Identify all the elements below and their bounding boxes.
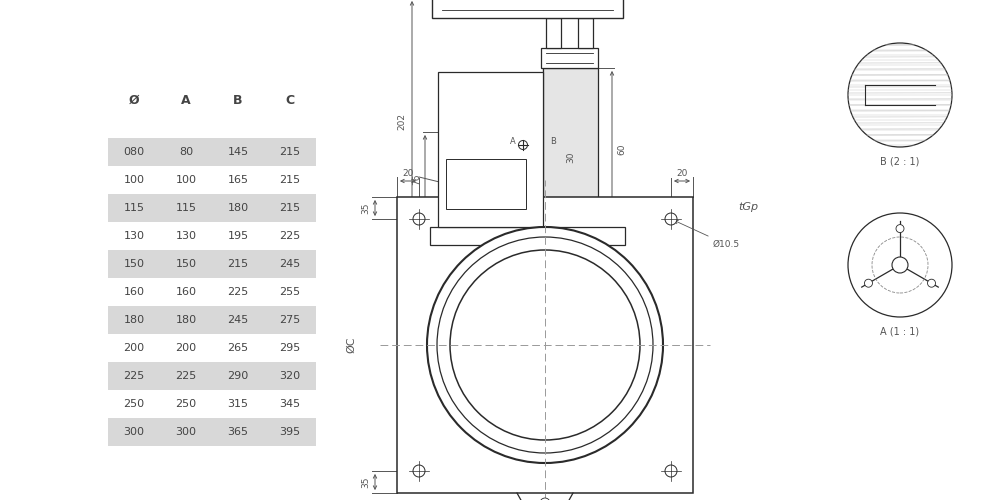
Text: 215: 215 <box>279 147 301 157</box>
Text: 300: 300 <box>124 427 144 437</box>
Circle shape <box>540 498 550 500</box>
Text: 225: 225 <box>227 287 249 297</box>
Bar <box>108 278 316 306</box>
Text: 215: 215 <box>227 259 249 269</box>
Text: 275: 275 <box>279 315 301 325</box>
Text: 320: 320 <box>279 371 301 381</box>
Circle shape <box>413 213 425 225</box>
Text: 315: 315 <box>228 399 248 409</box>
Text: 35: 35 <box>362 202 370 214</box>
Text: A: A <box>510 138 516 146</box>
Text: 20: 20 <box>676 168 688 177</box>
Text: 265: 265 <box>227 343 249 353</box>
Text: 35: 35 <box>362 476 370 488</box>
Bar <box>108 166 316 194</box>
Text: B (2 : 1): B (2 : 1) <box>880 156 920 166</box>
Text: 200: 200 <box>123 343 145 353</box>
Bar <box>108 334 316 362</box>
Text: C: C <box>285 94 295 106</box>
Circle shape <box>864 279 872 287</box>
Text: 160: 160 <box>176 287 196 297</box>
Text: 180: 180 <box>227 203 249 213</box>
Text: A: A <box>181 94 191 106</box>
Circle shape <box>518 140 528 149</box>
Text: 160: 160 <box>124 287 144 297</box>
Text: 080: 080 <box>123 147 145 157</box>
Circle shape <box>437 237 653 453</box>
Text: 300: 300 <box>176 427 196 437</box>
Text: 76: 76 <box>413 174 422 185</box>
Text: 115: 115 <box>176 203 196 213</box>
Text: 365: 365 <box>228 427 248 437</box>
Text: 245: 245 <box>279 259 301 269</box>
Circle shape <box>848 213 952 317</box>
Bar <box>108 418 316 446</box>
Circle shape <box>896 224 904 232</box>
Text: 130: 130 <box>124 231 144 241</box>
Text: Ø: Ø <box>129 94 139 106</box>
Text: 195: 195 <box>227 231 249 241</box>
Bar <box>108 306 316 334</box>
Bar <box>108 138 316 166</box>
Text: 250: 250 <box>123 399 145 409</box>
Bar <box>546 18 561 48</box>
Text: 60: 60 <box>618 144 626 155</box>
Text: 395: 395 <box>279 427 301 437</box>
Circle shape <box>848 43 952 147</box>
Text: 215: 215 <box>279 175 301 185</box>
Circle shape <box>665 213 677 225</box>
Bar <box>108 362 316 390</box>
Text: 150: 150 <box>176 259 196 269</box>
Text: 202: 202 <box>398 113 406 130</box>
Text: 130: 130 <box>176 231 196 241</box>
Text: 225: 225 <box>279 231 301 241</box>
Bar <box>108 250 316 278</box>
Bar <box>108 194 316 222</box>
Text: 180: 180 <box>123 315 145 325</box>
Text: 345: 345 <box>279 399 301 409</box>
Text: 145: 145 <box>227 147 249 157</box>
Text: 165: 165 <box>228 175 248 185</box>
Circle shape <box>413 465 425 477</box>
Text: tGp: tGp <box>738 202 758 212</box>
Bar <box>430 227 625 245</box>
Text: 225: 225 <box>123 371 145 381</box>
Bar <box>432 0 623 18</box>
Text: 115: 115 <box>124 203 144 213</box>
Text: 250: 250 <box>175 399 197 409</box>
Text: B: B <box>550 138 556 146</box>
Text: 180: 180 <box>175 315 197 325</box>
Circle shape <box>427 227 663 463</box>
Bar <box>541 48 598 68</box>
Text: Ø10.5: Ø10.5 <box>674 220 740 249</box>
Circle shape <box>450 250 640 440</box>
Text: 80: 80 <box>179 147 193 157</box>
Bar <box>438 72 543 227</box>
Text: 215: 215 <box>279 203 301 213</box>
Bar <box>543 68 598 231</box>
Circle shape <box>892 257 908 273</box>
Text: 200: 200 <box>175 343 197 353</box>
Text: 225: 225 <box>175 371 197 381</box>
Bar <box>108 222 316 250</box>
Text: 255: 255 <box>279 287 301 297</box>
Text: A (1 : 1): A (1 : 1) <box>880 326 920 336</box>
Text: 150: 150 <box>124 259 144 269</box>
Text: 295: 295 <box>279 343 301 353</box>
Text: ØC: ØC <box>346 337 356 353</box>
Circle shape <box>928 279 936 287</box>
Text: 100: 100 <box>124 175 144 185</box>
Bar <box>446 159 526 209</box>
Text: 20: 20 <box>402 168 414 177</box>
Text: 245: 245 <box>227 315 249 325</box>
Text: 39: 39 <box>618 230 626 242</box>
Text: 290: 290 <box>227 371 249 381</box>
Text: 100: 100 <box>176 175 196 185</box>
Bar <box>578 18 593 48</box>
Text: B: B <box>233 94 243 106</box>
Bar <box>108 390 316 418</box>
Text: 30: 30 <box>566 152 575 164</box>
Circle shape <box>665 465 677 477</box>
Bar <box>397 197 693 493</box>
